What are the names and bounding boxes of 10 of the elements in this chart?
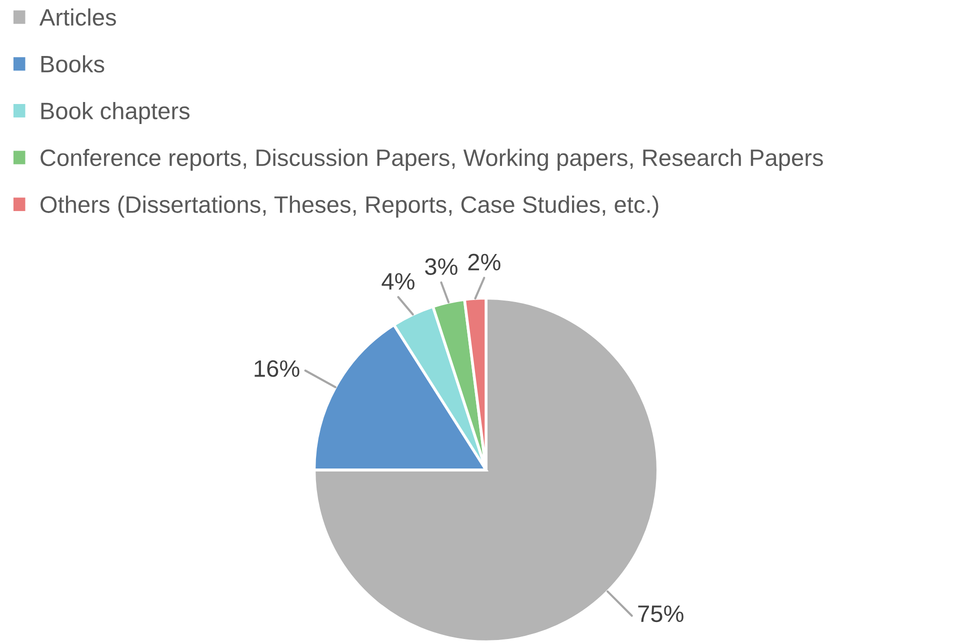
data-label: 2% bbox=[468, 254, 500, 270]
data-label: 3% bbox=[425, 258, 458, 276]
legend-label: Articles bbox=[39, 8, 116, 26]
data-label: 4% bbox=[382, 273, 414, 290]
data-label: 75% bbox=[638, 605, 684, 622]
legend-label: Book chapters bbox=[41, 102, 190, 124]
legend-label: Conference reports, Discussion Papers, Working papers, Research Papers bbox=[40, 148, 823, 171]
data-label: 16% bbox=[254, 360, 300, 377]
legend-label: Others (Dissertations, Theses, Reports, Case Studies, etc.) bbox=[40, 196, 658, 218]
legend-label: Books bbox=[41, 55, 104, 73]
